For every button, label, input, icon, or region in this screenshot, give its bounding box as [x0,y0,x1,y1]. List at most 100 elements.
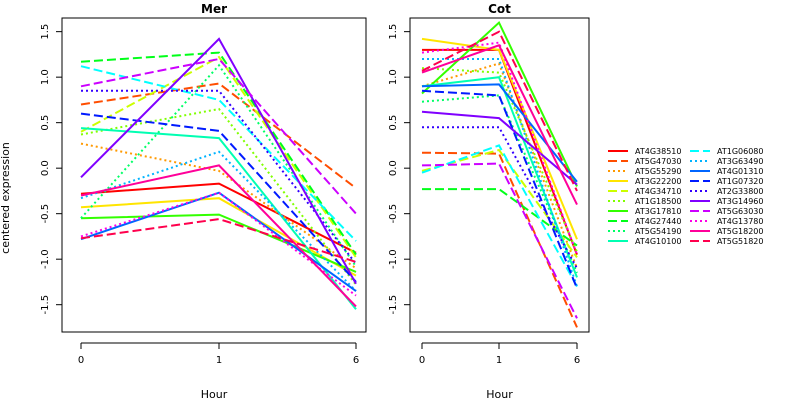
legend-item: AT5G18200 [690,227,763,236]
legend-item: AT1G18500 [608,197,681,206]
y-tick-label: -1.5 [388,295,399,315]
series-line-at3g14960 [80,37,357,285]
legend-label: AT3G63490 [717,157,763,166]
series-line-at1g07320 [80,112,357,283]
legend-item: AT4G34710 [608,187,681,196]
legend: AT4G38510AT5G47030AT5G55290AT3G22200AT4G… [608,147,763,246]
series-line-at3g63490 [422,58,578,287]
y-tick-label: 1.5 [40,24,51,40]
chart-panels: Mer -1.5 -1.0 -0.5 0.0 0.5 1.0 1.5 0 1 6 Hour Cot -1.… [40,2,590,400]
legend-label: AT5G47030 [635,157,681,166]
legend-label: AT4G10100 [635,237,681,246]
legend-item: AT1G06080 [690,147,763,156]
y-tick-label: -0.5 [40,204,51,224]
legend-item: AT3G22200 [608,177,681,186]
legend-item: AT3G14960 [690,197,763,206]
legend-label: AT5G63030 [717,207,763,216]
panel-title: Mer [201,2,227,16]
legend-label: AT4G38510 [635,147,681,156]
y-tick-label: 0.5 [40,115,51,131]
series-line-at3g63490 [80,150,357,292]
series-line-at5g55290 [421,62,578,269]
series-line-at2g33800 [422,126,578,269]
legend-item: AT4G13780 [690,217,763,226]
panel-mer: Mer -1.5 -1.0 -0.5 0.0 0.5 1.0 1.5 0 1 6 Hour [40,2,367,400]
y-tick-label: -1.0 [40,249,51,269]
legend-label: AT1G07320 [717,177,763,186]
y-tick-label: -1.5 [40,295,51,315]
series-line-at2g33800 [81,89,357,265]
legend-item: AT5G54190 [608,227,681,236]
series-line-at4g13780 [421,41,578,255]
legend-label: AT5G54190 [635,227,681,236]
legend-item: AT2G33800 [690,187,763,196]
series-line-at3g14960 [421,110,578,186]
series-line-at5g18200 [421,44,578,206]
legend-item: AT5G51820 [690,237,763,246]
legend-label: AT3G22200 [635,177,681,186]
plot-frame [409,17,590,333]
series-line-at1g06080 [421,144,578,287]
legend-label: AT4G27440 [635,217,681,226]
legend-label: AT2G33800 [717,187,763,196]
series-line-at5g51820 [80,218,357,263]
legend-item: AT3G17810 [608,207,681,216]
legend-label: AT3G14960 [717,197,763,206]
y-tick-label: 1.5 [388,24,399,40]
series-line-at5g55290 [80,142,357,270]
x-tick-label: 0 [419,355,425,366]
legend-label: AT4G01310 [717,167,763,176]
y-tick-label: -1.0 [388,249,399,269]
series-line-at5g47030 [80,82,357,189]
legend-item: AT3G63490 [690,157,763,166]
legend-label: AT5G51820 [717,237,763,246]
legend-item: AT5G63030 [690,207,763,216]
series-line-at3g22200 [80,197,357,277]
y-tick-label: 1.0 [388,69,399,85]
series-line-at4g38510 [80,182,357,254]
y-tick-label: 0.0 [388,160,399,176]
legend-item: AT4G27440 [608,217,681,226]
legend-item: AT5G55290 [608,167,681,176]
y-axis-title: centered expression [0,142,12,254]
series-line-at5g51820 [421,30,578,192]
legend-item: AT4G10100 [608,237,681,246]
legend-item: AT1G07320 [690,177,763,186]
series-line-at5g54190 [80,63,357,268]
series-line-at1g07320 [421,89,578,289]
panel-title: Cot [488,2,511,16]
series-line-at4g10100 [421,76,578,278]
series-line-at5g63030 [80,57,357,215]
plot-frame [61,17,367,333]
series-line-at3g22200 [421,37,578,240]
legend-label: AT5G18200 [717,227,763,236]
legend-label: AT5G55290 [635,167,681,176]
legend-label: AT4G13780 [717,217,763,226]
x-tick-label: 1 [216,355,222,366]
legend-label: AT1G06080 [717,147,763,156]
series-line-at4g34710 [80,55,357,258]
legend-label: AT4G34710 [635,187,681,196]
x-tick-label: 6 [353,355,359,366]
series-line-at5g18200 [80,164,357,308]
y-tick-label: 0.0 [40,160,51,176]
panel-cot: Cot -1.5 -1.0 -0.5 0.0 0.5 1.0 1.5 0 1 6 Hour [388,2,590,400]
legend-item: AT4G38510 [608,147,681,156]
series-line-at4g27440 [80,51,357,256]
legend-item: AT5G47030 [608,157,681,166]
legend-item: AT4G01310 [690,167,763,176]
legend-label: AT1G18500 [635,197,681,206]
x-axis-title: Hour [201,388,228,400]
x-axis-title: Hour [486,388,513,400]
y-tick-label: 0.5 [388,115,399,131]
series-line-at3g17810 [421,20,578,187]
y-tick-label: -0.5 [388,204,399,224]
x-tick-label: 1 [496,355,502,366]
x-tick-label: 6 [574,355,580,366]
series-line-at1g18500 [80,107,357,286]
y-tick-label: 1.0 [40,69,51,85]
legend-label: AT3G17810 [635,207,681,216]
x-tick-label: 0 [78,355,84,366]
